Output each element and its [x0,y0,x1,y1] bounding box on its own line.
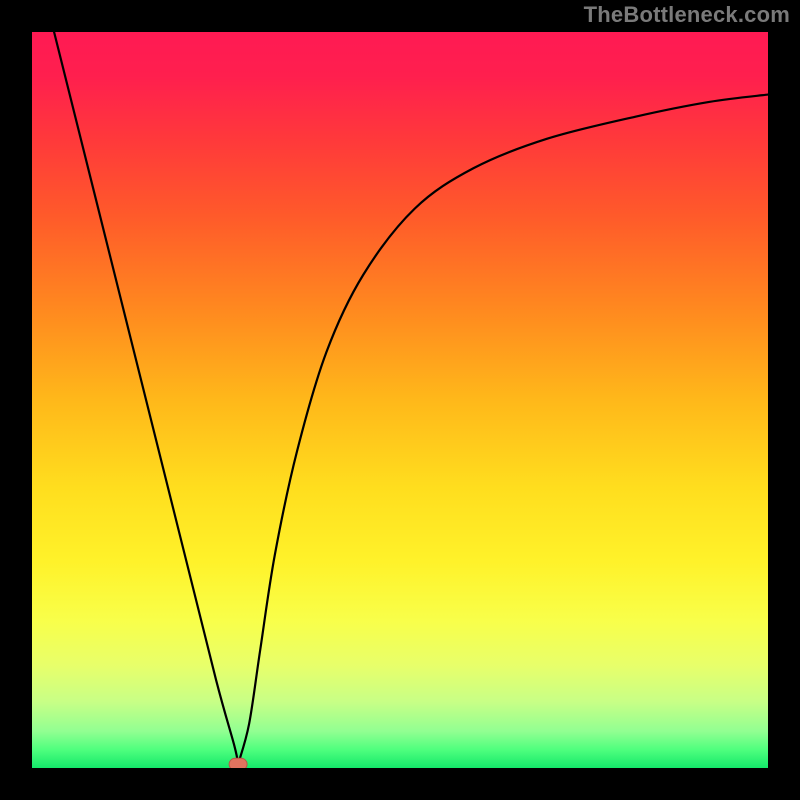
watermark-label: TheBottleneck.com [584,2,790,28]
plot-area [32,32,768,768]
gradient-background [0,0,800,800]
chart-frame: TheBottleneck.com [0,0,800,800]
